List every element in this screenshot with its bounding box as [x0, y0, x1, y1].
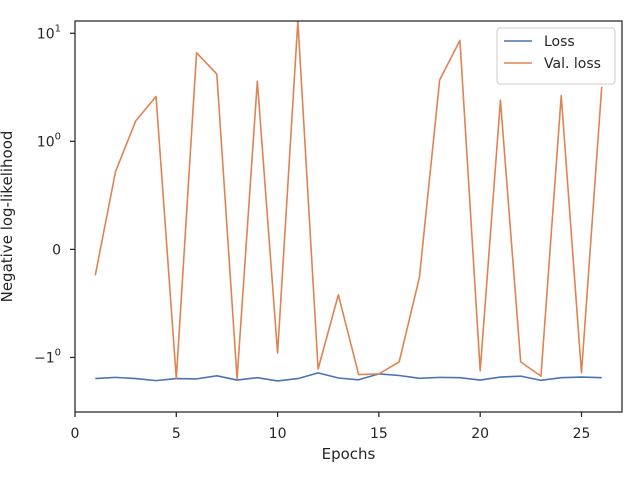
legend-label: Val. loss — [544, 56, 601, 72]
plot-frame — [74, 20, 623, 413]
x-tick-label: 20 — [471, 426, 489, 442]
legend-box — [496, 27, 616, 85]
x-tick-label: 15 — [370, 426, 388, 442]
legend: Loss Val. loss — [496, 27, 616, 85]
y-tick-label: 100 — [37, 131, 61, 150]
y-tick-label: 0 — [52, 242, 61, 258]
x-tick-label: 5 — [172, 426, 181, 442]
y-axis-ticks: −10 0 100 101 — [34, 23, 75, 366]
x-axis-ticks: 0 5 10 15 20 25 — [71, 412, 591, 442]
x-axis-label: Epochs — [322, 445, 376, 463]
x-tick-label: 25 — [573, 426, 591, 442]
x-tick-label: 0 — [71, 426, 80, 442]
series-lines — [94, 20, 603, 382]
series-line-val-loss — [94, 20, 603, 380]
legend-label: Loss — [544, 34, 575, 50]
y-tick-label: −10 — [34, 347, 61, 366]
y-tick-label: 101 — [37, 23, 61, 42]
series-line-loss — [95, 372, 602, 382]
y-axis-label: Negative log-likelihood — [0, 131, 16, 303]
x-tick-label: 10 — [269, 426, 287, 442]
